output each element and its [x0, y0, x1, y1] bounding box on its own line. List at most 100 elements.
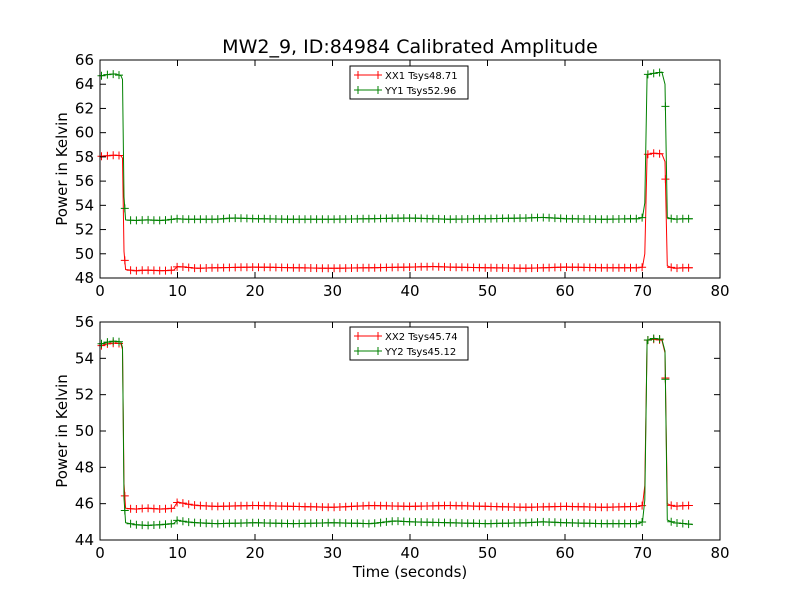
figure-title: MW2_9, ID:84984 Calibrated Amplitude — [222, 36, 598, 58]
top-series-0-marker — [120, 256, 129, 265]
bottom-series-0-marker — [638, 501, 647, 510]
top-series-1-marker — [643, 70, 652, 79]
top-legend-marker-1 — [354, 86, 362, 94]
bottom-series-0-line — [101, 338, 693, 510]
top-legend-marker-0 — [374, 71, 382, 79]
top-y-axis-label: Power in Kelvin — [53, 112, 71, 226]
bottom-series-1-marker — [655, 335, 664, 343]
bottom-series-0-marker — [667, 501, 676, 510]
bottom-legend-label-0: XX2 Tsys45.74 — [385, 332, 458, 343]
top-series-0-marker — [178, 262, 187, 271]
bottom-series-1-marker — [167, 519, 176, 528]
bottom-series-1-marker — [370, 519, 379, 528]
top-series-0-marker — [167, 266, 176, 275]
bottom-series-1-marker — [376, 518, 385, 527]
top-x-tick-label: 50 — [478, 282, 497, 300]
bottom-legend: XX2 Tsys45.74 YY2 Tsys45.12 — [349, 326, 469, 361]
bottom-x-tick-label: 50 — [478, 544, 497, 562]
bottom-y-tick-label: 56 — [75, 313, 94, 331]
top-y-tick-label: 52 — [75, 221, 94, 239]
top-tick-layer: 0 10 20 30 40 50 60 70 80 48 50 52 54 56 58 60 62 64 66 — [75, 51, 730, 300]
top-series-0-marker — [115, 151, 123, 160]
top-series-1-marker — [161, 216, 170, 225]
top-x-tick-label: 40 — [400, 282, 419, 300]
bottom-series-1-marker — [643, 336, 652, 344]
top-x-tick-label: 10 — [168, 282, 187, 300]
top-y-tick-label: 66 — [75, 51, 94, 69]
bottom-panel: 0 10 20 30 40 50 60 70 80 44 46 48 50 52 54 56 Power in… — [53, 313, 730, 562]
top-series-1-marker — [655, 68, 664, 77]
bottom-series-1-marker — [103, 338, 112, 347]
bottom-series-1-marker — [678, 519, 687, 528]
top-y-tick-label: 64 — [75, 75, 94, 93]
top-legend-label-1: YY1 Tsys52.96 — [384, 86, 456, 97]
bottom-x-tick-label: 60 — [555, 544, 574, 562]
bottom-x-tick-label: 70 — [633, 544, 652, 562]
top-legend-marker-0 — [354, 71, 362, 79]
top-y-tick-label: 58 — [75, 148, 94, 166]
top-series-1-marker — [97, 71, 106, 80]
bottom-series-0-marker — [173, 498, 182, 507]
bottom-legend-marker-0 — [374, 332, 382, 340]
bottom-x-tick-label: 10 — [168, 544, 187, 562]
bottom-series-1-marker — [684, 520, 693, 529]
top-series-0-line — [101, 152, 693, 272]
top-series-0-marker — [655, 149, 664, 158]
top-series-0-marker — [643, 150, 652, 159]
top-y-tick-label: 50 — [75, 245, 94, 263]
top-series-0-marker — [684, 263, 693, 272]
bottom-series-1-marker — [178, 517, 187, 526]
bottom-series-layer — [97, 334, 693, 530]
bottom-series-1-marker — [638, 518, 647, 526]
top-series-layer — [97, 68, 693, 275]
top-series-1-marker — [120, 204, 129, 213]
bottom-series-1-marker — [632, 519, 641, 528]
x-axis-label: Time (seconds) — [352, 563, 468, 581]
top-series-0-marker — [667, 263, 676, 272]
top-y-tick-label: 62 — [75, 99, 94, 117]
bottom-x-tick-label: 20 — [245, 544, 264, 562]
top-panel: 0 10 20 30 40 50 60 70 80 48 50 52 54 56 58 60 62 64 66 Po… — [53, 51, 730, 300]
bottom-series-1-marker — [382, 517, 391, 526]
bottom-series-0-marker — [167, 504, 176, 513]
bottom-series-1-marker — [115, 337, 123, 346]
bottom-series-1-marker — [120, 506, 129, 515]
bottom-series-0-marker — [632, 502, 641, 511]
top-series-0-marker — [184, 263, 193, 272]
top-x-tick-label: 0 — [95, 282, 105, 300]
bottom-series-0-marker — [120, 491, 129, 500]
bottom-y-tick-label: 44 — [75, 531, 94, 549]
top-series-1-marker — [115, 71, 123, 80]
bottom-y-tick-label: 52 — [75, 386, 94, 404]
top-y-tick-label: 60 — [75, 124, 94, 142]
bottom-legend-marker-1 — [354, 347, 362, 355]
top-series-1-marker — [167, 215, 176, 224]
bottom-tick-layer: 0 10 20 30 40 50 60 70 80 44 46 48 50 52 54 56 — [75, 313, 730, 562]
bottom-y-axis-label: Power in Kelvin — [53, 374, 71, 488]
top-series-0-marker — [661, 175, 670, 184]
bottom-legend-box — [349, 326, 469, 361]
top-series-1-marker — [684, 214, 693, 223]
bottom-x-tick-label: 0 — [95, 544, 105, 562]
top-x-tick-label: 70 — [633, 282, 652, 300]
bottom-series-0-marker — [184, 500, 193, 509]
top-series-1-marker — [638, 213, 647, 222]
top-series-0-marker — [638, 263, 647, 272]
top-x-tick-label: 60 — [555, 282, 574, 300]
top-x-tick-label: 30 — [323, 282, 342, 300]
bottom-x-tick-label: 30 — [323, 544, 342, 562]
top-y-tick-label: 54 — [75, 196, 94, 214]
bottom-y-tick-label: 54 — [75, 349, 94, 367]
bottom-legend-marker-0 — [354, 332, 362, 340]
bottom-y-tick-label: 48 — [75, 458, 94, 476]
top-x-tick-label: 20 — [245, 282, 264, 300]
bottom-legend-marker-1 — [374, 347, 382, 355]
bottom-series-1-marker — [173, 516, 182, 525]
top-series-0-marker — [97, 152, 106, 161]
bottom-x-tick-label: 40 — [400, 544, 419, 562]
top-series-1-marker — [632, 214, 641, 223]
bottom-x-tick-label: 80 — [710, 544, 729, 562]
top-y-tick-label: 48 — [75, 269, 94, 287]
top-series-1-marker — [109, 70, 118, 79]
